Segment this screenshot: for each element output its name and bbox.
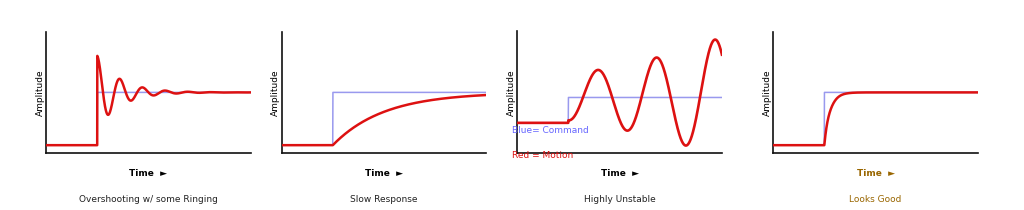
Text: Overshooting w/ some Ringing: Overshooting w/ some Ringing [79,195,218,204]
Text: Time  ►: Time ► [129,169,168,178]
Y-axis label: Amplitude: Amplitude [507,69,516,116]
Text: Highly Unstable: Highly Unstable [584,195,655,204]
Text: Time  ►: Time ► [365,169,403,178]
Text: Red = Motion: Red = Motion [512,151,573,160]
Y-axis label: Amplitude: Amplitude [36,69,45,116]
Y-axis label: Amplitude: Amplitude [271,69,281,116]
Text: Looks Good: Looks Good [849,195,902,204]
Text: Time  ►: Time ► [600,169,639,178]
Text: Time  ►: Time ► [856,169,895,178]
Y-axis label: Amplitude: Amplitude [763,69,772,116]
Text: Slow Response: Slow Response [350,195,418,204]
Text: Blue= Command: Blue= Command [512,126,589,135]
